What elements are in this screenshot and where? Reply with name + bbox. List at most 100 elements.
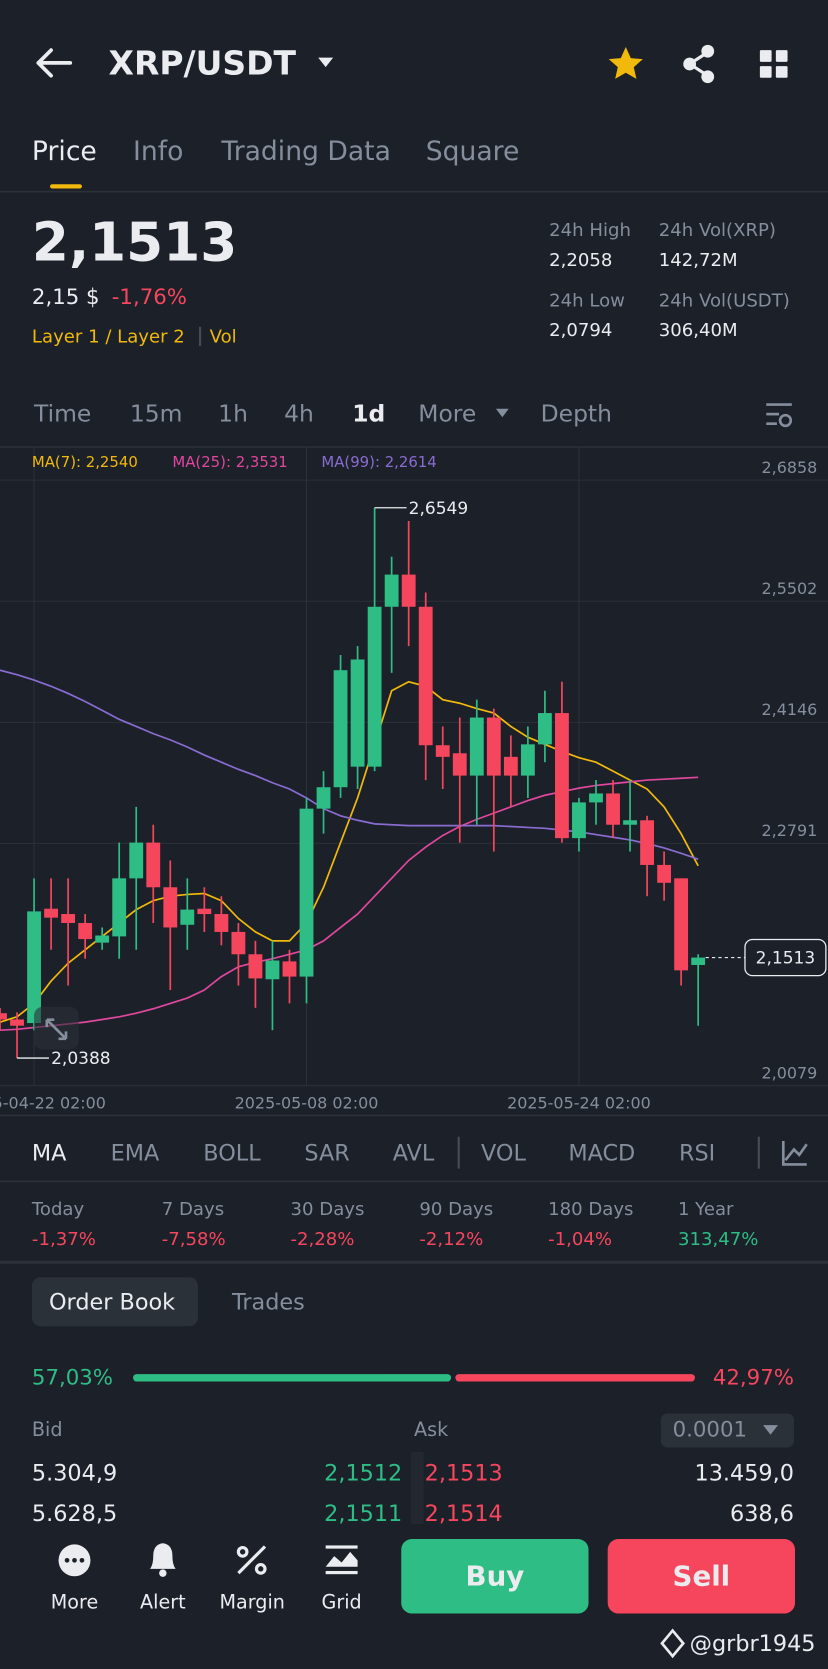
indicator-settings[interactable] — [781, 1141, 808, 1166]
stat-value: 306,40M — [659, 320, 738, 341]
pair-title[interactable]: XRP/USDT — [109, 44, 297, 83]
tab[interactable]: Price — [32, 136, 97, 167]
trades-tab-label[interactable]: Trades — [231, 1289, 305, 1315]
x-tick-label: 2025-05-24 02:00 — [507, 1093, 651, 1112]
tab-indicator — [50, 184, 82, 189]
indicator-tab[interactable]: SAR — [304, 1140, 349, 1166]
action-label[interactable]: More — [51, 1590, 98, 1613]
ask-price: 2,1514 — [425, 1501, 503, 1527]
candle-body — [129, 842, 144, 879]
candle-body — [367, 606, 382, 767]
candle-body — [657, 864, 672, 883]
legend-entry: MA(25): 2,3531 — [172, 453, 287, 471]
indicator-separator — [457, 1136, 460, 1169]
x-tick-label: 2025-05-08 02:00 — [235, 1093, 379, 1112]
sell-button[interactable] — [607, 1539, 796, 1614]
performance-label: Today — [31, 1199, 85, 1220]
favorite-star[interactable] — [608, 46, 643, 79]
candle-body — [44, 908, 59, 918]
performance-label: 180 Days — [548, 1199, 633, 1220]
bid-amount: 5.304,9 — [32, 1461, 117, 1487]
action-label[interactable]: Margin — [220, 1590, 285, 1613]
more-dropdown[interactable] — [495, 408, 509, 418]
action-label[interactable]: Grid — [322, 1590, 362, 1613]
sell-label[interactable]: Sell — [673, 1559, 731, 1592]
indicator-tab[interactable]: EMA — [111, 1140, 160, 1166]
candle-body — [27, 911, 41, 1024]
precision-select[interactable] — [660, 1413, 794, 1448]
candle-body — [623, 820, 637, 825]
bid-ratio: 57,03% — [32, 1365, 113, 1390]
candle-body — [674, 878, 689, 971]
tab[interactable]: Info — [133, 136, 183, 167]
interval[interactable]: 15m — [130, 400, 183, 428]
candle-body — [248, 954, 263, 979]
y-tick-label: 2,6858 — [762, 458, 818, 477]
share-button[interactable] — [683, 44, 715, 84]
pair-dropdown[interactable] — [318, 57, 334, 68]
grid-menu[interactable] — [759, 50, 788, 78]
indicator-tab[interactable]: MA — [32, 1140, 67, 1166]
performance-value: -2,12% — [419, 1229, 483, 1250]
tag[interactable]: Layer 1 / Layer 2 — [32, 326, 185, 347]
ask-ratio-bar — [455, 1374, 695, 1382]
stat-label: 24h Vol(XRP) — [659, 220, 776, 241]
candle-body — [555, 713, 569, 839]
stat-value: 2,0794 — [549, 320, 612, 341]
candle-body — [112, 878, 127, 937]
candle-body — [10, 1019, 24, 1026]
interval[interactable]: More — [418, 400, 476, 428]
candle-body — [469, 717, 484, 776]
interval[interactable]: 1d — [352, 400, 385, 428]
candle-body — [61, 914, 76, 923]
chart-settings[interactable] — [766, 403, 793, 428]
margin-icon[interactable] — [236, 1545, 267, 1575]
y-tick-label: 2,5502 — [762, 579, 818, 598]
alert-icon[interactable] — [150, 1543, 176, 1577]
indicator-tab[interactable]: VOL — [481, 1140, 526, 1166]
indicator-separator — [757, 1136, 760, 1169]
back-button[interactable] — [36, 48, 73, 78]
indicator-tab[interactable]: MACD — [568, 1140, 635, 1166]
candle-body — [214, 914, 229, 932]
bid-price: 2,1512 — [324, 1461, 402, 1487]
candle-body — [197, 908, 212, 915]
ask-ratio: 42,97% — [713, 1365, 794, 1390]
grid-icon[interactable] — [325, 1545, 358, 1575]
candle-body — [180, 909, 195, 925]
precision-value[interactable]: 0.0001 — [673, 1417, 747, 1442]
legend-entry: MA(99): 2,2614 — [321, 453, 436, 471]
tab[interactable]: Square — [426, 136, 520, 167]
buy-button[interactable] — [401, 1539, 589, 1614]
stat-value: 142,72M — [659, 250, 738, 271]
extreme-label: 2,6549 — [409, 499, 469, 519]
precision-dropdown[interactable] — [763, 1425, 778, 1435]
fiat-price: 2,15 $ — [32, 285, 100, 310]
performance-value: -1,37% — [32, 1229, 96, 1250]
expand-button[interactable] — [34, 1006, 79, 1050]
interval[interactable]: 1h — [218, 400, 248, 428]
indicator-tab[interactable]: RSI — [679, 1140, 715, 1166]
tab[interactable]: Trading Data — [220, 136, 391, 167]
buy-label[interactable]: Buy — [465, 1559, 524, 1592]
ask-amount: 638,6 — [730, 1501, 794, 1527]
indicator-tab[interactable]: BOLL — [203, 1140, 261, 1166]
y-tick-label: 2,2791 — [762, 821, 818, 840]
interval[interactable]: Depth — [541, 400, 612, 428]
candle-body — [78, 922, 93, 940]
indicator-tab[interactable]: AVL — [393, 1140, 435, 1166]
interval[interactable]: 4h — [284, 400, 314, 428]
order-book-tab-label[interactable]: Order Book — [49, 1289, 175, 1315]
ask-amount: 13.459,0 — [695, 1461, 794, 1487]
tag-separator — [199, 326, 202, 347]
tag[interactable]: Vol — [210, 326, 237, 347]
order-book-tab[interactable] — [31, 1277, 198, 1327]
candle-body — [95, 935, 110, 943]
legend-entry: MA(7): 2,2540 — [32, 453, 138, 471]
interval[interactable]: Time — [33, 400, 91, 428]
candle-body — [418, 606, 433, 746]
candle-body — [282, 961, 297, 977]
performance-label: 7 Days — [162, 1199, 224, 1220]
action-label[interactable]: Alert — [140, 1590, 186, 1613]
more-icon[interactable] — [58, 1544, 91, 1577]
